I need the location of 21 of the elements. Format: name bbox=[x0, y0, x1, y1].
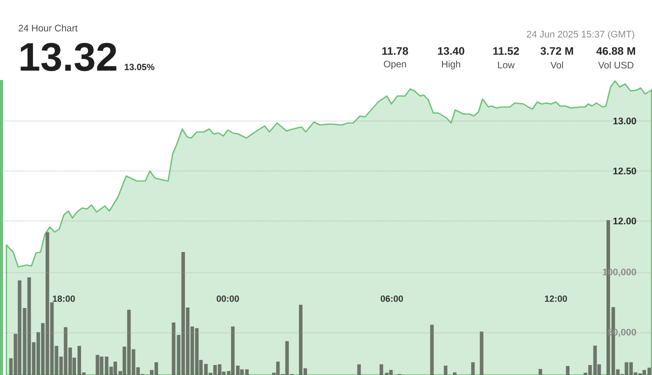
text: 11.78 bbox=[382, 47, 408, 55]
x-tick-label: 06:00 bbox=[380, 296, 403, 302]
text: 13.40 bbox=[438, 47, 464, 55]
y-tick-label: 12.50 bbox=[613, 168, 636, 174]
y-tick-label: 13.00 bbox=[613, 118, 636, 124]
text: Open bbox=[384, 60, 406, 70]
text: 13.32 bbox=[20, 42, 116, 72]
text: Low bbox=[498, 62, 515, 68]
chart-subtitle: 24 Hour Chart bbox=[18, 24, 78, 32]
text: High bbox=[442, 60, 460, 70]
text: 13.05% bbox=[124, 64, 154, 70]
text: Vol bbox=[550, 62, 563, 68]
text: Vol USD bbox=[598, 62, 634, 68]
x-tick-label: 18:00 bbox=[52, 296, 75, 302]
y-tick-label: 12.00 bbox=[613, 218, 636, 224]
text: 46.88 M bbox=[596, 47, 636, 55]
x-tick-label: 00:00 bbox=[216, 296, 239, 302]
text: 11.52 bbox=[493, 47, 519, 55]
text: 24 Jun 2025 15:37 (GMT) bbox=[526, 30, 634, 40]
x-tick-label: 12:00 bbox=[544, 296, 567, 302]
text: 3.72 M bbox=[540, 47, 574, 55]
